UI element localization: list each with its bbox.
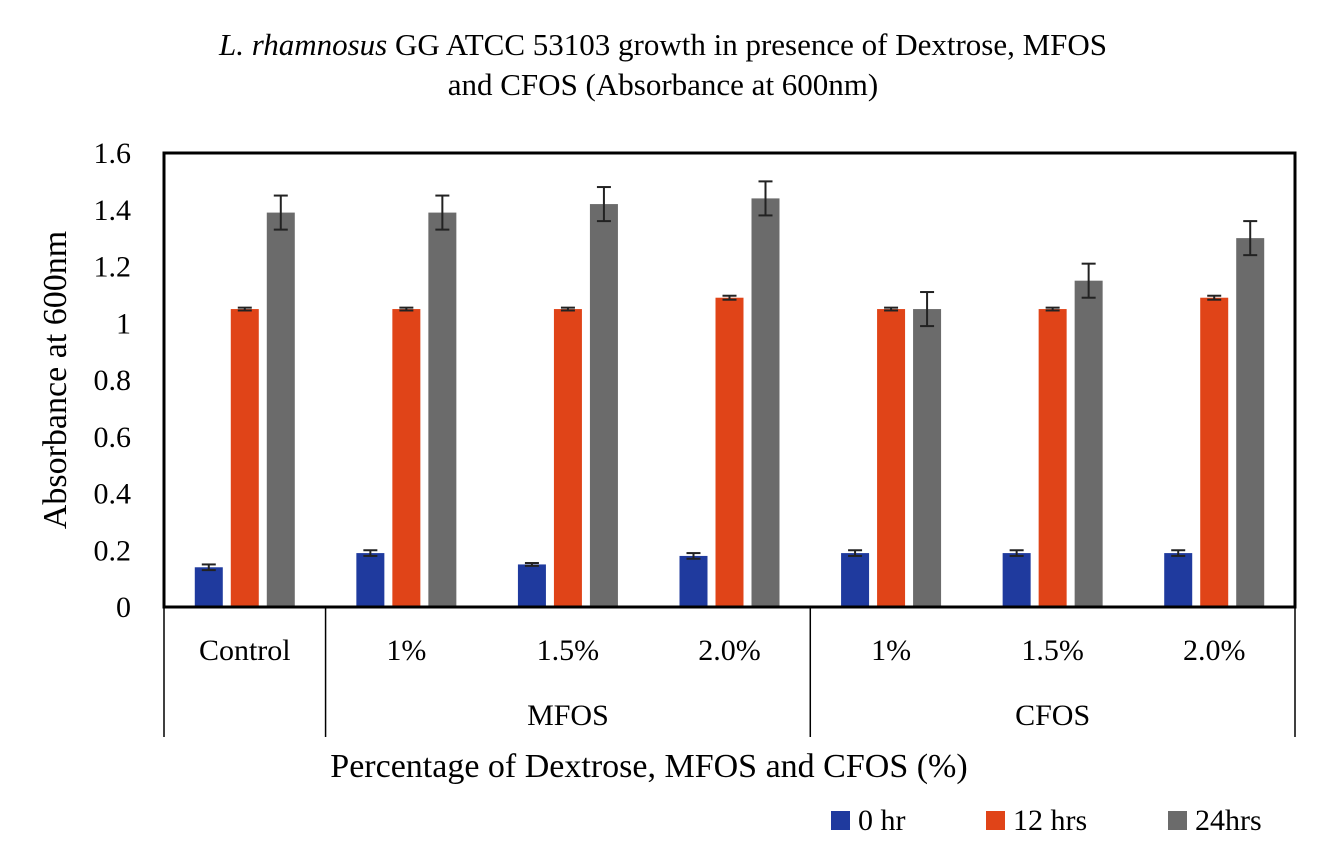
bar-12-hrs-1 xyxy=(392,309,421,607)
error-bar xyxy=(1045,306,1060,312)
bar-24hrs-3 xyxy=(751,198,780,607)
chart-title-line-2: and CFOS (Absorbance at 600nm) xyxy=(448,67,879,102)
error-bar xyxy=(596,186,611,223)
bar-0-hr-0 xyxy=(194,567,223,607)
error-bar xyxy=(1207,294,1222,301)
y-axis-title: Absorbance at 600nm xyxy=(37,231,74,529)
bar-0-hr-4 xyxy=(841,553,870,607)
bar-12-hrs-4 xyxy=(877,309,906,607)
x-tick-label: 1% xyxy=(386,634,426,667)
x-tick-label: 1% xyxy=(871,634,911,667)
x-tick-label: 2.0% xyxy=(1183,634,1246,667)
bar-12-hrs-0 xyxy=(230,309,259,607)
error-bar xyxy=(237,306,252,312)
bar-0-hr-5 xyxy=(1002,553,1031,607)
error-bar xyxy=(920,291,935,328)
legend-swatch xyxy=(986,811,1005,830)
error-bar xyxy=(363,549,378,557)
error-bar xyxy=(848,549,863,557)
error-bar xyxy=(435,194,450,231)
bar-12-hrs-6 xyxy=(1200,297,1229,607)
error-bar xyxy=(686,552,701,560)
x-axis-title: Percentage of Dextrose, MFOS and CFOS (%… xyxy=(330,748,967,785)
y-tick-label: 0.6 xyxy=(94,421,132,454)
bar-24hrs-0 xyxy=(266,212,295,607)
bar-24hrs-4 xyxy=(913,309,942,607)
bar-0-hr-2 xyxy=(517,564,546,607)
bar-0-hr-1 xyxy=(356,553,385,607)
error-bar xyxy=(1009,549,1024,557)
error-bar xyxy=(560,306,575,312)
bar-24hrs-2 xyxy=(589,204,618,607)
y-tick-label: 1.6 xyxy=(94,137,132,170)
legend-swatch xyxy=(831,811,850,830)
bar-24hrs-5 xyxy=(1074,280,1103,607)
group-label: CFOS xyxy=(1015,699,1090,732)
x-tick-label: 1.5% xyxy=(1021,634,1084,667)
chart-title-line-1: L. rhamnosus GG ATCC 53103 growth in pre… xyxy=(218,27,1107,62)
bar-24hrs-6 xyxy=(1236,238,1265,607)
x-tick-label: Control xyxy=(199,634,291,667)
bar-12-hrs-3 xyxy=(715,297,744,607)
error-bar xyxy=(884,306,899,312)
legend-label: 24hrs xyxy=(1195,804,1262,837)
error-bar xyxy=(201,563,216,572)
legend: 0 hr 12 hrs 24hrs xyxy=(831,804,1262,837)
legend-label: 12 hrs xyxy=(1013,804,1087,837)
legend-swatch xyxy=(1168,811,1187,830)
plot-frame xyxy=(162,151,1297,609)
bar-24hrs-1 xyxy=(428,212,457,607)
bar-0-hr-6 xyxy=(1164,553,1193,607)
bar-12-hrs-2 xyxy=(553,309,582,607)
bar-0-hr-3 xyxy=(679,555,708,607)
chart-title-rest: GG ATCC 53103 growth in presence of Dext… xyxy=(387,27,1107,62)
y-tick-label: 0.8 xyxy=(94,364,132,397)
error-bar xyxy=(1243,220,1258,257)
x-tick-label: 1.5% xyxy=(537,634,600,667)
y-tick-label: 0.2 xyxy=(94,534,132,567)
plot-area: 0 0.2 0.4 0.6 0.8 1 1.2 1.4 1.6 Control 1% 1.5% 2.0%… xyxy=(94,137,1297,737)
error-bar xyxy=(722,294,737,301)
y-tick-label: 0.4 xyxy=(94,478,132,511)
error-bar xyxy=(758,180,773,217)
x-tick-label: 2.0% xyxy=(698,634,761,667)
group-label: MFOS xyxy=(527,699,609,732)
y-tick-label: 1 xyxy=(116,307,131,340)
legend-label: 0 hr xyxy=(858,804,906,837)
bar-12-hrs-5 xyxy=(1038,309,1067,607)
error-bar xyxy=(524,562,539,567)
chart-title-italic: L. rhamnosus xyxy=(218,27,387,62)
error-bar xyxy=(1081,262,1096,299)
error-bar xyxy=(399,306,414,312)
y-tick-label: 1.2 xyxy=(94,251,132,284)
error-bar xyxy=(273,194,288,231)
y-tick-label: 1.4 xyxy=(94,194,132,227)
error-bar xyxy=(1171,549,1186,557)
y-tick-label: 0 xyxy=(116,591,131,624)
